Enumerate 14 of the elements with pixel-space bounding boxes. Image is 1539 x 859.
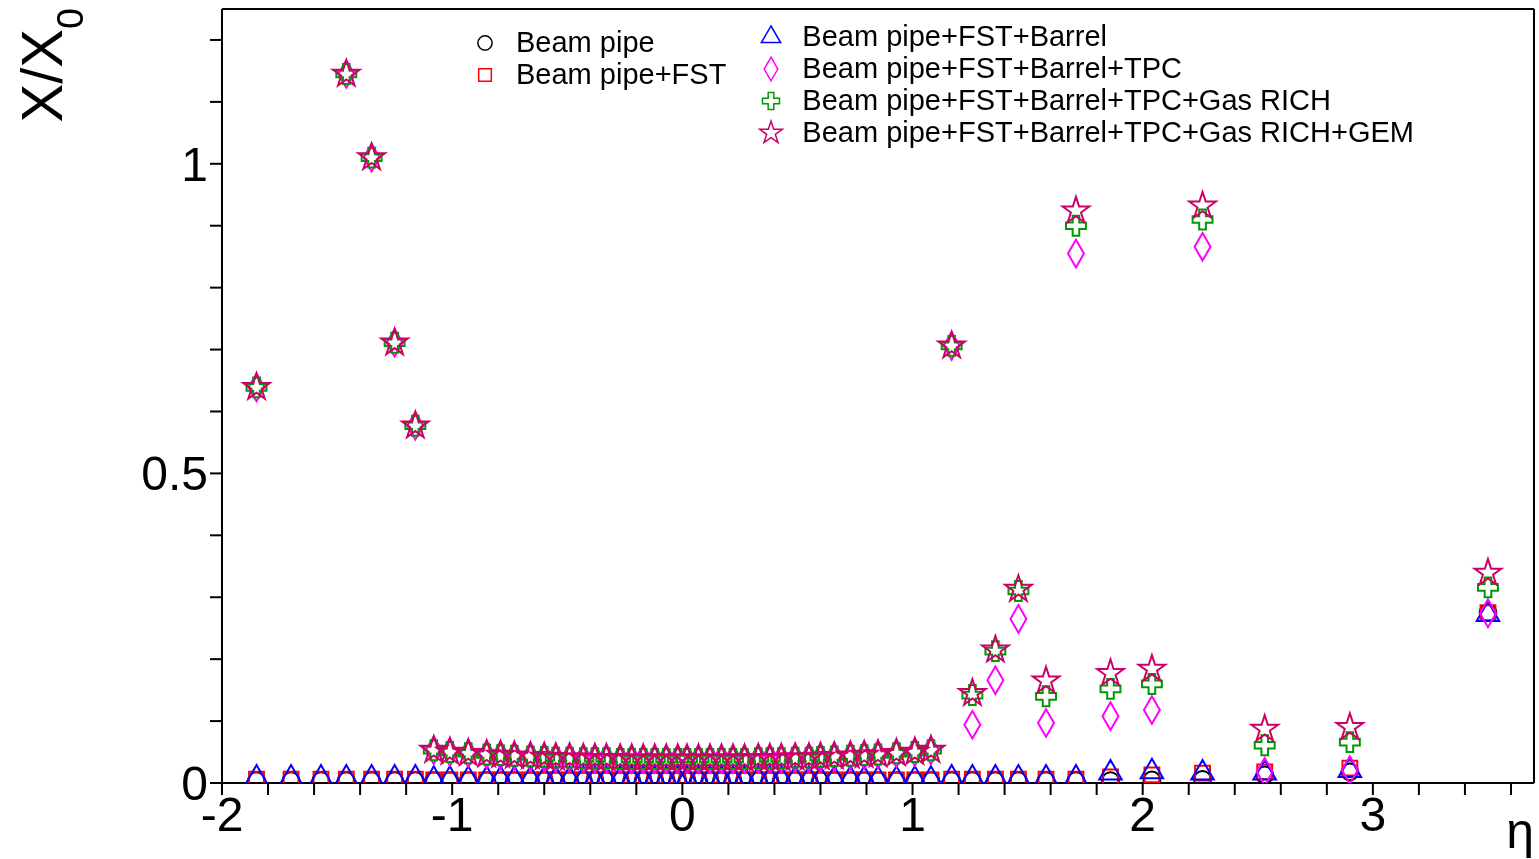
x-tick-label: 1	[899, 788, 926, 842]
legend-label: Beam pipe+FST	[516, 57, 727, 91]
x-tick-label: 0	[669, 788, 696, 842]
x-tick-label: 3	[1359, 788, 1387, 842]
legend-label: Beam pipe	[516, 25, 655, 59]
y-tick-label: 0.5	[141, 447, 208, 501]
legend-label: Beam pipe+FST+Barrel+TPC	[802, 51, 1182, 85]
x-axis-title: η	[1506, 803, 1534, 859]
y-tick-label: 1	[181, 137, 208, 191]
legend-label: Beam pipe+FST+Barrel	[802, 19, 1108, 53]
x-tick-label: 2	[1129, 788, 1157, 842]
legend-label: Beam pipe+FST+Barrel+TPC+Gas RICH	[802, 83, 1332, 117]
x-tick-label: -1	[430, 788, 474, 842]
legend-label: Beam pipe+FST+Barrel+TPC+Gas RICH+GEM	[802, 115, 1414, 149]
